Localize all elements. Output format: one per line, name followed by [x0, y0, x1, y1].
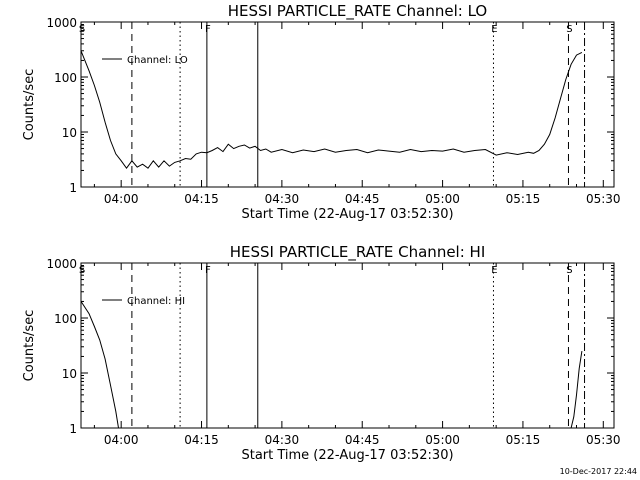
series-line — [570, 351, 583, 428]
y-axis-label: Counts/sec — [22, 310, 37, 382]
x-tick-label: 04:45 — [345, 192, 380, 206]
x-tick-label: 05:30 — [586, 433, 621, 447]
event-marker-label: S — [566, 24, 572, 35]
y-tick-label: 1000 — [46, 257, 77, 271]
event-marker-label: S — [79, 265, 85, 276]
chart-hi-channel: HESSI PARTICLE_RATE Channel: HI 1 10 100 100… — [22, 243, 621, 463]
event-marker-label: S — [566, 265, 572, 276]
chart-title: HESSI PARTICLE_RATE Channel: HI — [230, 243, 486, 262]
x-tick-label: 04:30 — [265, 192, 300, 206]
x-tick-label: 05:30 — [586, 192, 621, 206]
x-tick-label: 04:00 — [104, 192, 139, 206]
y-tick-label: 100 — [54, 71, 77, 85]
x-tick-label: 04:15 — [184, 192, 219, 206]
y-tick-label: 1 — [69, 181, 77, 195]
x-tick-label: 04:30 — [265, 433, 300, 447]
legend-label: Channel: HI — [127, 296, 185, 307]
y-tick-label: 100 — [54, 312, 77, 326]
plot-frame — [80, 262, 615, 429]
y-tick-label: 10 — [62, 367, 77, 381]
y-tick-label: 1000 — [46, 16, 77, 30]
event-marker-label: E — [491, 265, 497, 276]
x-tick-label: 04:45 — [345, 433, 380, 447]
x-tick-label: 05:15 — [506, 192, 541, 206]
y-tick-label: 10 — [62, 126, 77, 140]
event-marker-label: E — [491, 24, 497, 35]
timestamp-stamp: 10-Dec-2017 22:44 — [560, 467, 637, 476]
legend-label: Channel: LO — [127, 55, 188, 66]
series-line — [81, 50, 583, 170]
x-tick-label: 04:00 — [104, 433, 139, 447]
series-line — [81, 301, 119, 428]
chart-title: HESSI PARTICLE_RATE Channel: LO — [228, 2, 487, 21]
y-axis-label: Counts/sec — [22, 69, 37, 141]
chart-lo-channel: HESSI PARTICLE_RATE Channel: LO 1 10 100 100… — [22, 2, 621, 222]
event-marker-label: F — [205, 265, 211, 276]
plot-frame — [80, 21, 615, 188]
x-tick-label: 04:15 — [184, 433, 219, 447]
x-axis-label: Start Time (22-Aug-17 03:52:30) — [241, 448, 453, 463]
x-tick-label: 05:15 — [506, 433, 541, 447]
x-axis-label: Start Time (22-Aug-17 03:52:30) — [241, 207, 453, 222]
x-tick-label: 05:00 — [425, 192, 460, 206]
x-tick-label: 05:00 — [425, 433, 460, 447]
event-marker-label: S — [79, 24, 85, 35]
y-tick-label: 1 — [69, 422, 77, 436]
event-marker-label: F — [205, 24, 211, 35]
